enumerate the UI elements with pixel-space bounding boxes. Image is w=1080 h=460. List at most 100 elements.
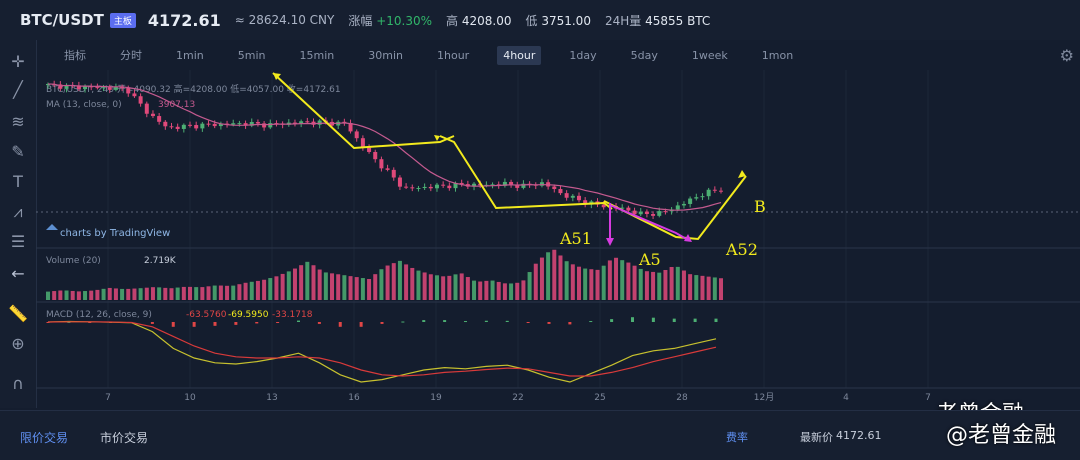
arrow-left-icon[interactable]: ← <box>11 264 25 283</box>
volume-bar <box>669 267 674 300</box>
volume-bar <box>299 265 304 300</box>
period-1week[interactable]: 1week <box>691 48 728 62</box>
candle-body <box>515 184 520 188</box>
tab-limit-order[interactable]: 限价交易 <box>20 431 69 445</box>
candle-body <box>249 122 254 126</box>
candle-body <box>262 123 267 128</box>
macd-histogram-bar <box>505 320 509 322</box>
volume-bar <box>323 272 328 300</box>
zoom-icon[interactable]: ⊕ <box>11 334 25 353</box>
volume-bar <box>601 265 606 300</box>
chart-area[interactable]: BTC/USDT, 240 开=4090.32 高=4208.00 低=4057… <box>36 70 1080 408</box>
volume-bar <box>663 269 668 300</box>
vol-value: 45855 BTC <box>645 13 711 28</box>
candle-body <box>638 211 643 215</box>
candle-body <box>712 189 717 191</box>
volume-bar <box>120 288 125 300</box>
volume-bar <box>101 288 106 300</box>
x-tick-label: 16 <box>348 393 360 403</box>
candle-body <box>218 123 223 127</box>
candle-body <box>101 87 106 89</box>
period-1mon[interactable]: 1mon <box>761 48 794 62</box>
candle-body <box>206 123 211 125</box>
volume-bar <box>404 264 409 300</box>
crosshair-icon[interactable]: ✛ <box>11 52 25 71</box>
chart-svg[interactable]: BTC/USDT, 240 开=4090.32 高=4208.00 低=4057… <box>36 70 1080 408</box>
ma-line <box>47 83 722 211</box>
low-label: 低 <box>525 13 538 28</box>
period-1hour[interactable]: 1hour <box>437 48 470 62</box>
candle-body <box>558 189 563 194</box>
candle-body <box>144 103 149 114</box>
volume-bar <box>218 285 223 300</box>
fib-icon[interactable]: ≋ <box>11 112 25 131</box>
macd-histogram-bar <box>88 322 92 323</box>
candle-body <box>472 183 477 187</box>
candle-body <box>434 184 439 189</box>
volume-bar <box>237 284 242 300</box>
text-icon[interactable]: T <box>13 172 23 191</box>
volume-bar <box>107 287 112 300</box>
volume-bar <box>675 266 680 300</box>
candle-body <box>354 131 359 139</box>
volume-bar <box>688 274 693 300</box>
magnet-icon[interactable]: ∩ <box>12 374 24 393</box>
period-5min[interactable]: 5min <box>237 48 266 62</box>
volume-bar <box>336 274 341 300</box>
period-indicator[interactable]: 指标 <box>64 49 86 62</box>
volume-bar <box>243 282 248 300</box>
candle-body <box>453 182 458 189</box>
volume-bar <box>113 288 118 300</box>
tradingview-credit[interactable]: charts by TradingView <box>60 228 170 239</box>
trendline-icon[interactable]: ╱ <box>13 80 23 99</box>
period-30min[interactable]: 30min <box>368 48 403 62</box>
macd-histogram-bar <box>631 317 634 322</box>
volume-bar <box>644 271 649 300</box>
pair-name[interactable]: BTC/USDT <box>20 11 104 29</box>
brush-icon[interactable]: ✎ <box>11 142 25 161</box>
latest-price-label: 最新价 <box>800 431 833 444</box>
x-axis-ticks: 7 10 13 16 19 22 25 28 12月 4 7 <box>105 392 931 403</box>
volume-bar <box>206 286 211 300</box>
x-tick-label: 19 <box>430 393 442 403</box>
period-1day[interactable]: 1day <box>569 48 597 62</box>
volume-bar <box>558 255 563 300</box>
magenta-leg <box>609 204 689 241</box>
fee-link[interactable]: 费率 <box>726 431 748 444</box>
volume-bar <box>607 260 612 300</box>
volume-bar <box>249 281 254 300</box>
macd-histogram-bar <box>234 322 238 325</box>
macd-v3: -33.1718 <box>272 310 313 320</box>
candle-body <box>576 195 581 201</box>
volume-bar <box>58 290 63 300</box>
tab-market-order[interactable]: 市价交易 <box>100 431 149 445</box>
volume-bar <box>552 249 557 300</box>
volume-bar <box>163 287 168 300</box>
pattern-icon[interactable]: ⩘ <box>13 202 23 221</box>
candle-body <box>502 181 507 186</box>
period-1min[interactable]: 1min <box>176 48 204 62</box>
low-stat: 低 3751.00 <box>525 12 590 29</box>
candle-body <box>694 197 699 199</box>
volume-bar <box>576 266 581 300</box>
period-5day[interactable]: 5day <box>630 48 658 62</box>
volume-bar <box>70 290 75 300</box>
low-value: 3751.00 <box>541 13 591 28</box>
period-15min[interactable]: 15min <box>299 48 335 62</box>
tradingview-icon <box>46 224 58 230</box>
volume-legend: Volume (20) <box>46 256 101 266</box>
ruler-icon[interactable]: 📏 <box>8 304 28 323</box>
annotation-leg2 <box>439 135 613 210</box>
gear-icon[interactable]: ⚙ <box>1059 46 1074 65</box>
period-4hour[interactable]: 4hour <box>497 45 542 65</box>
volume-bar <box>583 268 588 300</box>
candle-body <box>194 125 199 129</box>
volume-bar <box>391 263 396 300</box>
volume-bar <box>132 288 137 300</box>
levels-icon[interactable]: ☰ <box>10 232 26 251</box>
macd-histogram-bar <box>276 322 280 323</box>
volume-bar <box>385 265 390 300</box>
x-tick-label: 7 <box>925 393 931 403</box>
candle-body <box>719 190 723 192</box>
period-timeshare[interactable]: 分时 <box>120 49 142 62</box>
